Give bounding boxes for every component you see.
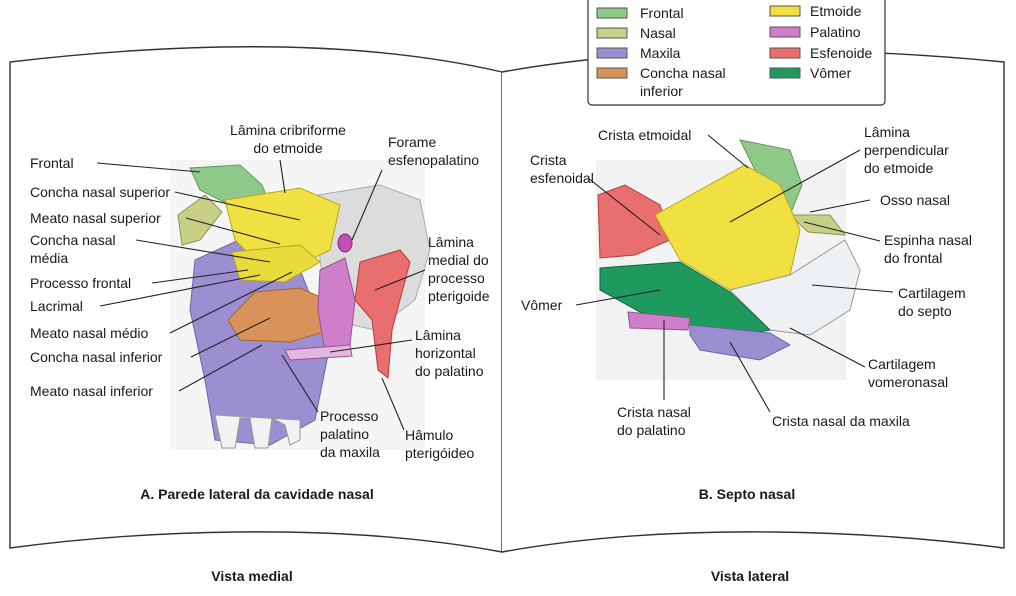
label-cartilagem-septo-2: do septo <box>898 303 952 319</box>
view-label-a: Vista medial <box>211 568 292 584</box>
label-vomer: Vômer <box>521 297 563 313</box>
label-lamina-horizontal-2: horizontal <box>415 345 476 361</box>
label-concha-superior: Concha nasal superior <box>30 184 170 200</box>
label-crista-esfenoidal-1: Crista <box>530 152 567 168</box>
label-concha-media-1: Concha nasal <box>30 232 116 248</box>
labels-panel-a: Frontal Concha nasal superior Meato nasa… <box>30 122 490 461</box>
label-concha-inferior: Concha nasal inferior <box>30 349 163 365</box>
label-lamina-perpendicular-2: perpendicular <box>864 142 949 158</box>
label-lamina-perpendicular-3: do etmoide <box>864 160 933 176</box>
legend-label-concha-line1: Concha nasal <box>640 65 726 81</box>
legend-label-concha-line2: inferior <box>640 83 683 99</box>
label-cartilagem-septo-1: Cartilagem <box>898 285 966 301</box>
legend-label-palatino: Palatino <box>810 24 861 40</box>
legend-label-esfenoide: Esfenoide <box>810 45 872 61</box>
caption-panel-b: B. Septo nasal <box>699 486 795 502</box>
label-hamulo-1: Hâmulo <box>405 427 453 443</box>
legend-swatch-frontal <box>596 7 628 19</box>
label-crista-palatino-2: do palatino <box>617 422 686 438</box>
label-lamina-horizontal-3: do palatino <box>415 363 484 379</box>
label-lacrimal: Lacrimal <box>30 298 83 314</box>
legend-label-nasal: Nasal <box>640 25 676 41</box>
legend-swatch-maxila <box>596 47 628 59</box>
label-lamina-medial-1: Lâmina <box>428 234 474 250</box>
label-crista-maxila: Crista nasal da maxila <box>772 413 910 429</box>
caption-panel-a: A. Parede lateral da cavidade nasal <box>140 486 373 502</box>
label-espinha-1: Espinha nasal <box>884 232 972 248</box>
label-processo-frontal: Processo frontal <box>30 275 131 291</box>
label-lamina-horizontal-1: Lâmina <box>415 327 461 343</box>
label-lamina-medial-2: medial do <box>428 252 489 268</box>
label-crista-palatino-1: Crista nasal <box>617 404 691 420</box>
legend-box <box>587 0 886 106</box>
label-lamina-cribriforme-2: do etmoide <box>253 140 322 156</box>
label-lamina-medial-4: pterigoide <box>428 288 490 304</box>
view-label-b: Vista lateral <box>711 568 789 584</box>
legend-swatch-concha <box>596 67 628 79</box>
label-lamina-cribriforme-1: Lâmina cribriforme <box>230 122 346 138</box>
label-concha-media-2: média <box>30 250 68 266</box>
legend-swatch-palatino <box>769 26 801 38</box>
label-processo-palatino-2: palatino <box>320 426 369 442</box>
label-processo-palatino-1: Processo <box>320 408 379 424</box>
label-frontal: Frontal <box>30 155 74 171</box>
label-cartilagem-vomero-1: Cartilagem <box>868 356 936 372</box>
legend-label-etmoide: Etmoide <box>810 3 862 19</box>
legend-swatch-nasal <box>596 27 628 39</box>
legend-label-vomer: Vômer <box>810 65 852 81</box>
label-meato-medio: Meato nasal médio <box>30 325 149 341</box>
legend-swatch-vomer <box>769 67 801 79</box>
label-crista-etmoidal: Crista etmoidal <box>598 127 691 143</box>
label-crista-esfenoidal-2: esfenoidal <box>530 170 594 186</box>
legend-swatch-esfenoide <box>769 47 801 59</box>
book-outline <box>9 45 1005 553</box>
label-hamulo-2: pterigóideo <box>405 445 474 461</box>
label-lamina-medial-3: processo <box>428 270 485 286</box>
label-forame-1: Forame <box>388 134 436 150</box>
leaders-panel-b <box>575 134 894 413</box>
label-osso-nasal: Osso nasal <box>880 192 950 208</box>
legend-label-maxila: Maxila <box>640 45 681 61</box>
legend: Frontal Nasal Maxila Concha nasal inferi… <box>587 0 886 106</box>
label-meato-superior: Meato nasal superior <box>30 210 161 226</box>
legend-swatch-etmoide <box>769 5 801 17</box>
label-lamina-perpendicular-1: Lâmina <box>864 124 910 140</box>
label-meato-inferior: Meato nasal inferior <box>30 383 153 399</box>
label-forame-2: esfenopalatino <box>388 152 479 168</box>
lateral-wall-illustration <box>170 160 431 450</box>
legend-label-frontal: Frontal <box>640 5 684 21</box>
leaders-panel-a <box>96 159 426 431</box>
label-espinha-2: do frontal <box>884 250 942 266</box>
label-cartilagem-vomero-2: vomeronasal <box>868 374 948 390</box>
label-processo-palatino-3: da maxila <box>320 444 380 460</box>
labels-panel-b: Crista etmoidal Crista esfenoidal Vômer … <box>521 124 972 438</box>
